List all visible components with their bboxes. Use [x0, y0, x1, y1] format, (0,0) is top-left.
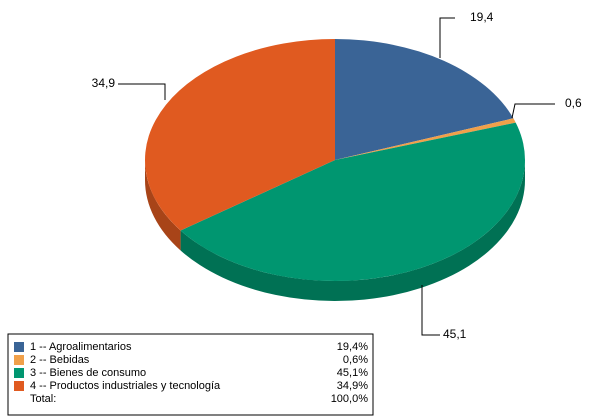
legend-total-value: 100,0% [331, 393, 369, 405]
data-label: 34,9 [92, 76, 116, 90]
legend-swatch [14, 381, 24, 391]
legend-value: 0,6% [343, 354, 368, 366]
legend-label: 4 -- Productos industriales y tecnología [30, 380, 221, 392]
legend-total-label: Total: [30, 393, 56, 405]
legend-label: 1 -- Agroalimentarios [30, 341, 132, 353]
data-label: 0,6 [565, 96, 582, 110]
legend-value: 45,1% [337, 367, 368, 379]
leader-line [421, 285, 440, 336]
legend-label: 2 -- Bebidas [30, 354, 90, 366]
leader-line [439, 17, 455, 58]
legend-value: 19,4% [337, 341, 368, 353]
legend-value: 34,9% [337, 380, 368, 392]
slice [144, 39, 335, 231]
leader-line [511, 103, 555, 119]
data-label: 19,4 [470, 10, 494, 24]
slice [180, 122, 526, 282]
legend-swatch [14, 368, 24, 378]
leader-line [118, 83, 166, 100]
legend-label: 3 -- Bienes de consumo [30, 367, 146, 379]
slice-side [180, 160, 525, 302]
slice-side [145, 160, 181, 251]
data-label: 45,1 [443, 327, 467, 341]
slice [335, 39, 514, 160]
legend-swatch [14, 342, 24, 352]
slice [335, 118, 516, 160]
legend-box [7, 333, 374, 416]
legend-swatch [14, 355, 24, 365]
